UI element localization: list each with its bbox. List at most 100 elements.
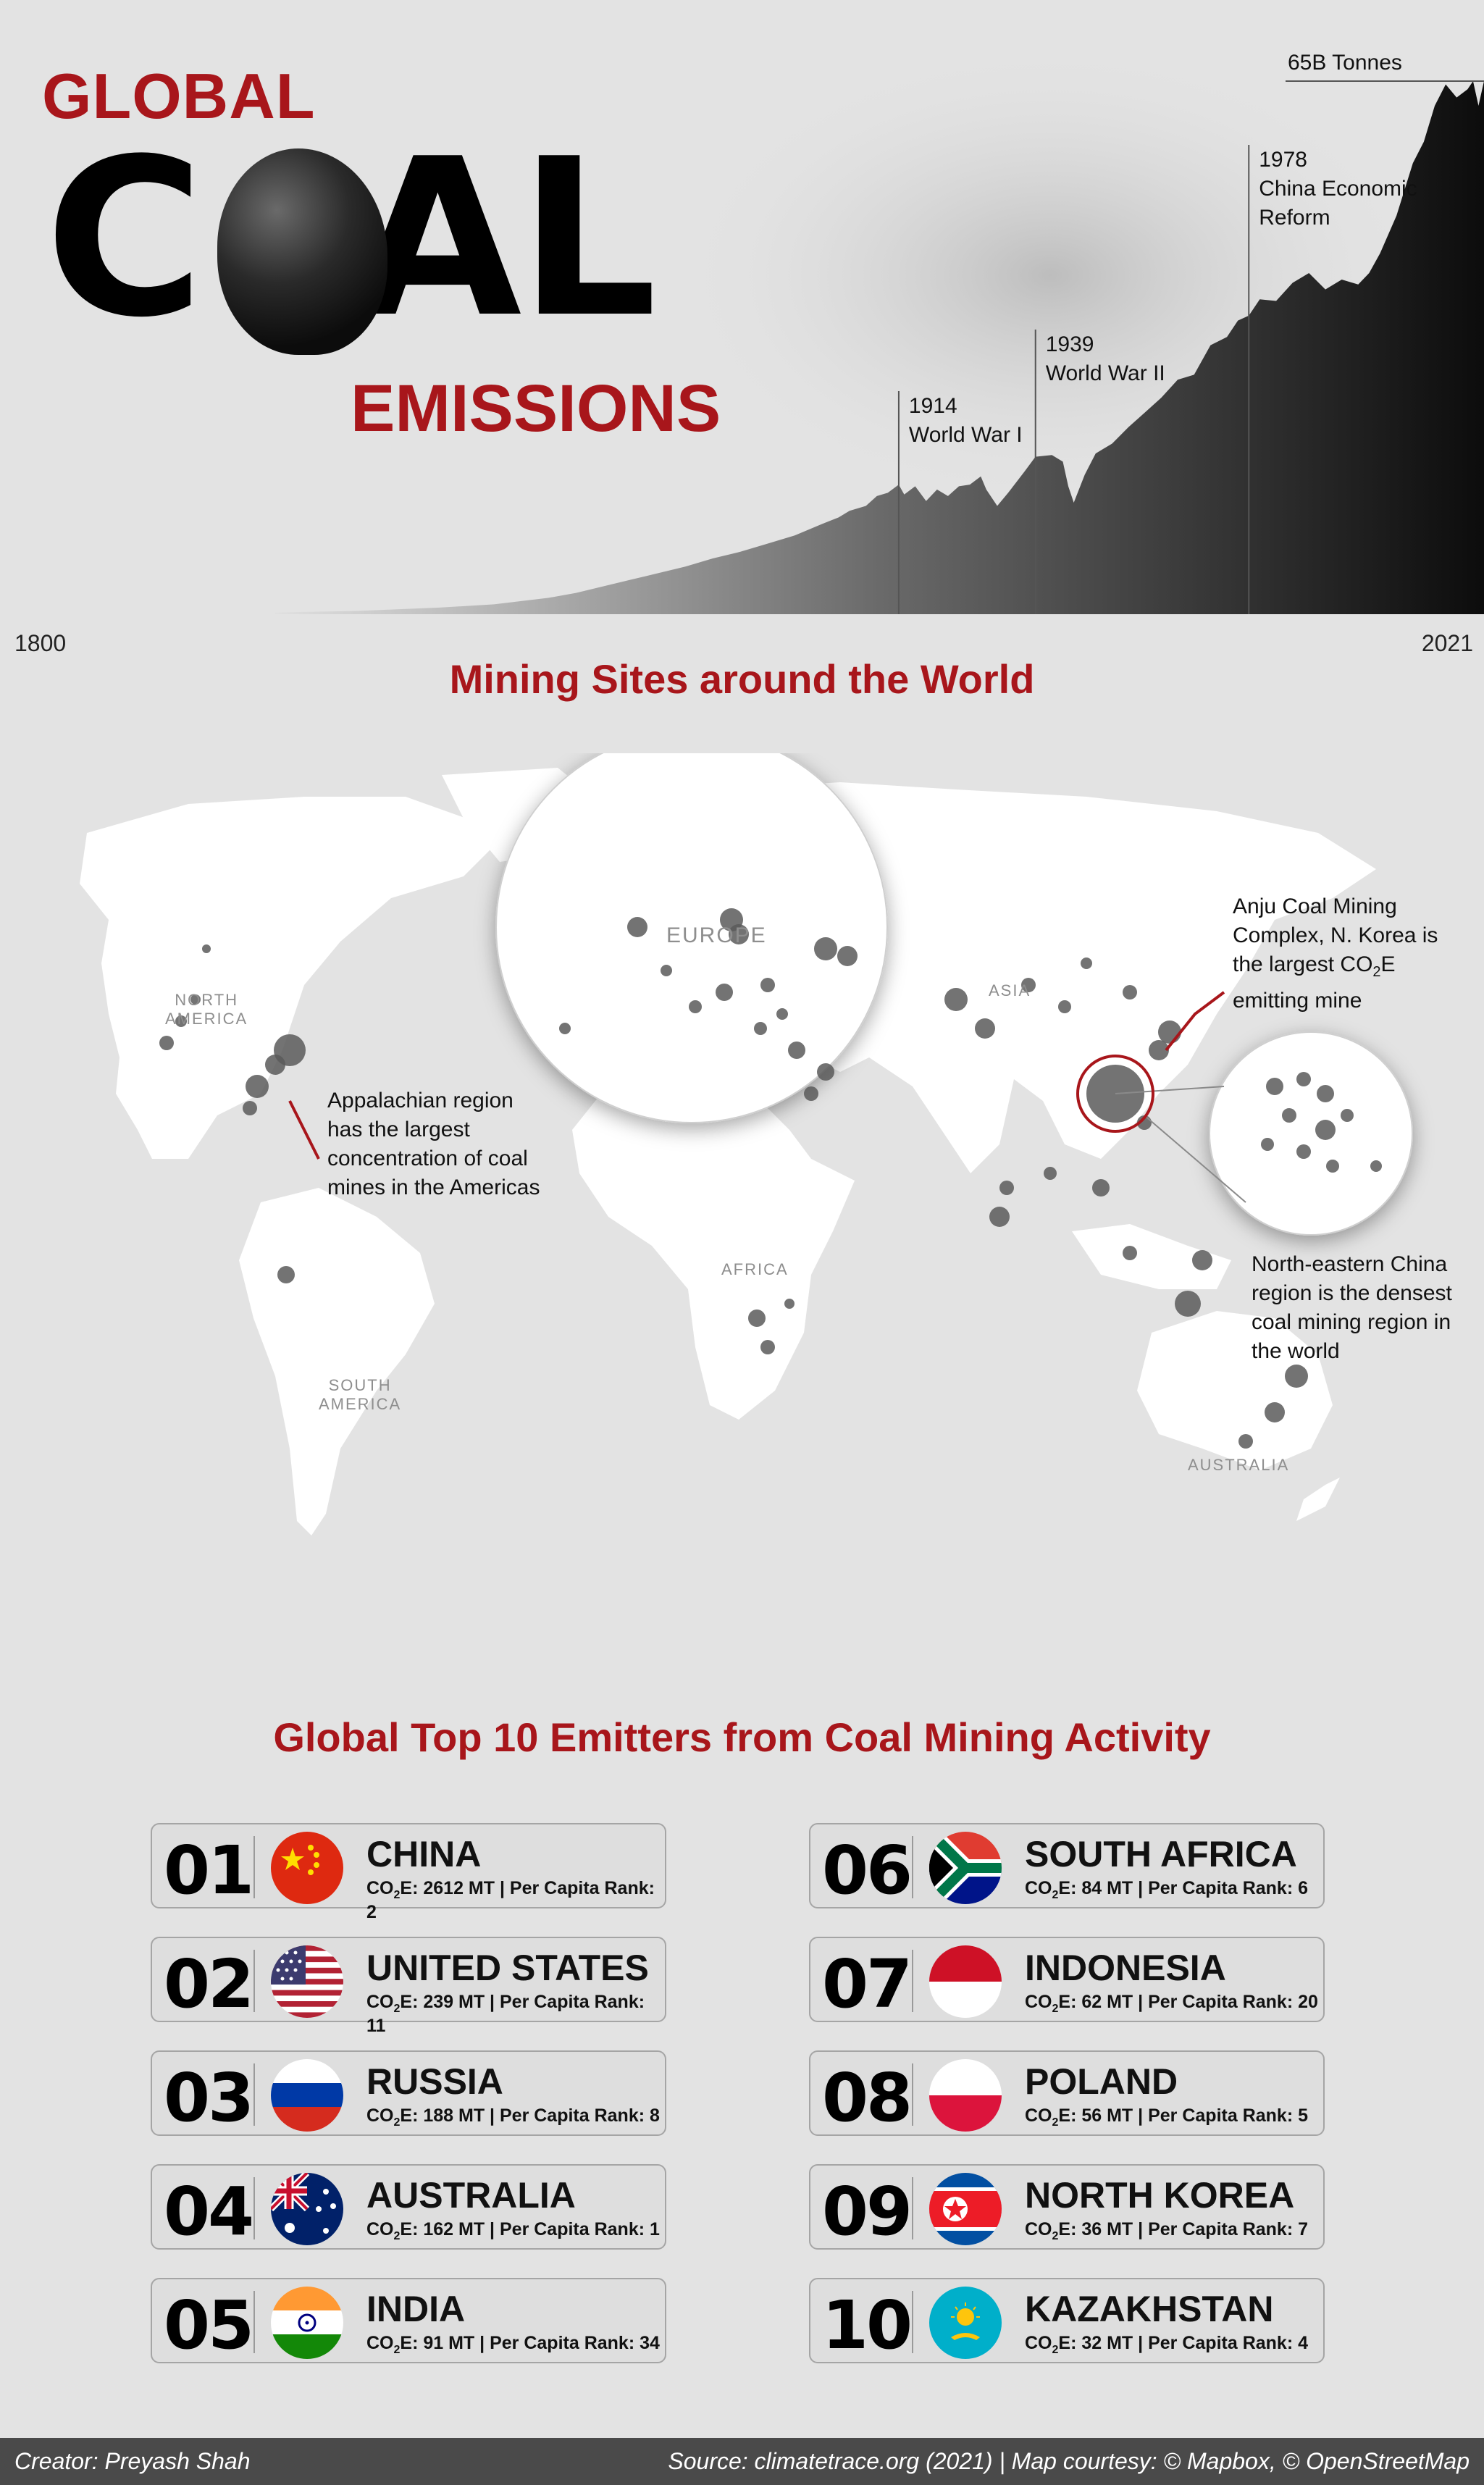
world-map [80,753,1413,1535]
mining-site-marker [661,965,672,976]
mining-site-marker [1175,1291,1201,1317]
emitter-country: SOUTH AFRICA [1025,1834,1297,1874]
emitter-country: UNITED STATES [366,1948,649,1988]
label-south-america: SOUTH AMERICA [319,1376,402,1413]
north-korea-flag [929,2173,1002,2245]
mining-site-marker [1282,1108,1296,1123]
mining-site-marker [277,1266,295,1283]
label-africa: AFRICA [721,1260,789,1278]
emitter-stat: CO2E: 2612 MT | Per Capita Rank: 2 [366,1878,655,1922]
emitter-card: 04 AUSTRALIA CO2E: 162 MT | Per Capita Ran… [151,2164,666,2250]
mining-site-marker [689,1000,702,1013]
emitter-stat: CO2E: 188 MT | Per Capita Rank: 8 [366,2105,660,2129]
mining-site-marker [760,1340,775,1354]
footer: Creator: Preyash Shah Source: climatetra… [0,2438,1484,2485]
indonesia-flag-icon [929,1945,1002,2018]
indonesia-shape [1072,1224,1231,1289]
card-divider [253,2291,255,2353]
europe-zoom-circle [495,753,888,1123]
poland-flag [929,2059,1002,2132]
mining-site-marker [1044,1167,1057,1180]
mining-site-marker [627,917,647,937]
mining-site-marker [1296,1144,1311,1159]
mining-site-marker [975,1018,995,1039]
emitter-card: 08 POLAND CO2E: 56 MT | Per Capita Rank: 5 [809,2050,1325,2137]
co2-sub: 2 [393,1889,401,1901]
australia-flag [271,2173,343,2245]
china-flag [271,1832,343,1904]
africa-shape [572,1079,855,1420]
co2-sub: 2 [393,2344,401,2356]
mining-site-marker [1058,1000,1071,1013]
australia-shape [1137,1311,1333,1470]
mining-site-marker [989,1207,1010,1227]
mining-site-marker [1092,1179,1110,1197]
card-divider [253,1950,255,2012]
mining-site-marker [265,1055,285,1075]
x-axis-start-label: 1800 [14,630,67,656]
mining-site-marker [159,1036,174,1050]
south-america-shape [239,1188,435,1535]
emitter-card: 09 NORTH KOREA CO2E: 36 MT | Per Capita Ra… [809,2164,1325,2250]
india-flag-icon [271,2287,343,2359]
kazakhstan-flag [929,2287,1002,2359]
emissions-area [275,81,1484,614]
emitter-country: AUSTRALIA [366,2175,576,2216]
china-site-markers [1261,1072,1382,1173]
co2-prefix: CO [366,2105,394,2126]
china-highlight-ring [1076,1055,1154,1133]
card-divider [912,1950,913,2012]
co2-prefix: CO [366,2219,394,2239]
emitter-stat: CO2E: 62 MT | Per Capita Rank: 20 [1025,1992,1318,2015]
emitter-stat: CO2E: 239 MT | Per Capita Rank: 11 [366,1992,645,2036]
mining-site-marker [754,1022,767,1035]
emitter-stat: CO2E: 91 MT | Per Capita Rank: 34 [366,2333,660,2356]
emitter-rank: 07 [822,1945,913,2023]
co2-sub: 2 [393,2116,401,2129]
emitter-card: 02 UNITED STATES CO2E: 239 MT | Per Capita… [151,1937,666,2036]
china-flag-icon [271,1832,343,1904]
top-emitters-title: Global Top 10 Emitters from Coal Mining … [273,1714,1211,1760]
card-divider [912,2291,913,2353]
emitter-stat: CO2E: 84 MT | Per Capita Rank: 6 [1025,1878,1308,1901]
emitter-card: 07 INDONESIA CO2E: 62 MT | Per Capita Rank… [809,1937,1325,2023]
south-africa-flag [929,1832,1002,1904]
mining-site-marker [837,946,858,966]
emitter-card: 01 CHINA CO2E: 2612 MT | Per Capita Rank: … [151,1823,666,1922]
mining-site-marker [1285,1365,1308,1388]
emitter-rank: 09 [822,2173,913,2250]
mining-site-marker [814,937,837,960]
emitter-card: 05 INDIA CO2E: 91 MT | Per Capita Rank: 34 [151,2278,666,2364]
emissions-area-chart: 1914 World War I 1939 World War II 1978 China… [275,43,1484,614]
co2-prefix: CO [1025,2105,1052,2126]
russia-flag [271,2059,343,2132]
mining-site-marker [1149,1040,1169,1060]
mining-site-marker [1261,1138,1274,1151]
mining-site-marker [1081,957,1092,969]
china-zoom-connector [1115,1086,1225,1094]
annotation-ne-china: North-eastern China region is the denses… [1252,1252,1452,1363]
india-flag [271,2287,343,2359]
usa-flag [271,1945,343,2018]
emitter-rank: 02 [164,1945,254,2023]
russia-flag-icon [271,2059,343,2132]
emitter-country: POLAND [1025,2061,1178,2102]
mining-site-marker [1192,1250,1212,1270]
event-label-1914: World War I [909,423,1023,447]
mining-sites-title: Mining Sites around the World [449,656,1035,702]
new-zealand-shape [1296,1478,1340,1521]
kazakhstan-flag-icon [929,2287,1002,2359]
title-global: GLOBAL [42,60,316,132]
mining-site-marker [1315,1120,1336,1140]
card-divider [253,1836,255,1898]
indonesia-flag [929,1945,1002,2018]
co2-prefix: CO [1025,1992,1052,2012]
emitter-rank: 05 [164,2287,254,2364]
mining-site-marker [1341,1109,1354,1122]
china-zoom-circle [1209,1031,1413,1236]
emitter-country: RUSSIA [366,2061,503,2102]
emitter-rank: 04 [164,2173,254,2250]
title-coal-c: C [45,112,204,365]
event-label-1939: 1939 [1046,332,1094,356]
anju-pointer [1165,991,1225,1052]
